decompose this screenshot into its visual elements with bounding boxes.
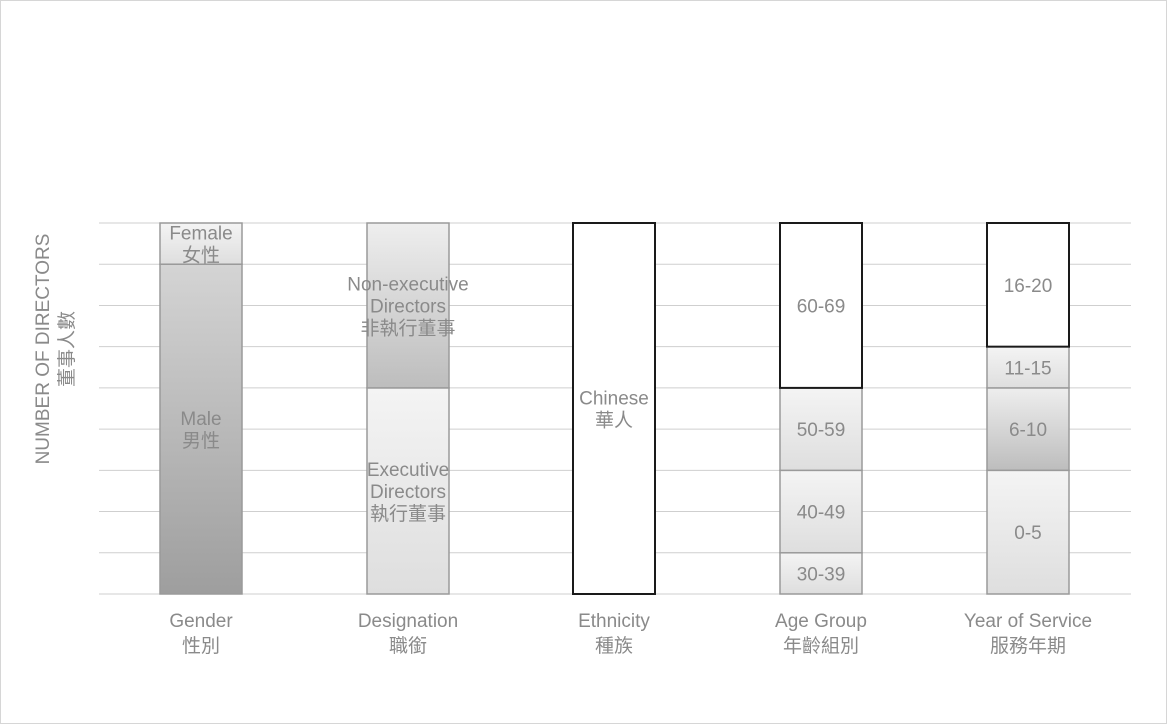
segment-label: Non-executive: [347, 274, 468, 295]
segment-label: 50-59: [797, 420, 846, 441]
bar-segment: [779, 469, 863, 554]
category-label-zh: 職銜: [389, 635, 427, 657]
bar-stack-year-of-service: 0-5 6-10 11-15 16-20: [986, 222, 1070, 595]
category-labels: Gender 性別 Designation 職銜 Ethnicity 種族 Age Grou…: [169, 611, 1092, 657]
segment-label: 6-10: [1009, 420, 1047, 441]
segment-label: Executive: [367, 460, 449, 481]
segment-label: 11-15: [1004, 358, 1051, 379]
segment-label: Male: [180, 409, 221, 430]
bar-segment: [986, 387, 1070, 472]
segment-label: Chinese: [579, 389, 649, 410]
segment-label: 40-49: [797, 503, 846, 524]
category-label-zh: 種族: [595, 635, 633, 657]
category-label: Gender: [169, 611, 233, 632]
bar-segment: [159, 222, 243, 265]
segment-label: 華人: [595, 410, 633, 432]
segment-label: 執行董事: [370, 503, 446, 525]
category-label-zh: 年齡組別: [783, 635, 859, 657]
bar-segment: [986, 345, 1070, 389]
segment-label: Directors: [370, 296, 446, 317]
segment-label: 男性: [182, 430, 220, 452]
category-label: Designation: [358, 611, 458, 632]
segment-label: 非執行董事: [360, 317, 455, 339]
bar-segment: [779, 222, 863, 389]
bar-stack-designation: ExecutiveDirectors執行董事Non-executiveDirec…: [347, 222, 469, 595]
segment-label: 60-69: [797, 296, 846, 317]
category-label: Year of Service: [964, 611, 1092, 632]
segment-label: 16-20: [1004, 276, 1053, 297]
bar-segment: [366, 222, 450, 389]
bar-segment: [986, 222, 1070, 348]
segment-label: 30-39: [797, 564, 846, 585]
segment-label: 0-5: [1014, 523, 1041, 544]
category-label-zh: 性別: [182, 635, 220, 657]
bar-segment: [986, 469, 1070, 595]
category-label-zh: 服務年期: [990, 635, 1066, 657]
segment-label: 女性: [182, 245, 220, 267]
y-axis-label: NUMBER OF DIRECTORS: [33, 234, 54, 465]
y-axis-title: NUMBER OF DIRECTORS 董事人數: [33, 234, 78, 465]
category-label: Ethnicity: [578, 611, 650, 632]
y-axis-label-zh: 董事人數: [56, 311, 78, 387]
bars: Male男性Female女性ExecutiveDirectors執行董事Non-…: [159, 222, 1070, 595]
segment-label: Directors: [370, 482, 446, 503]
bar-stack-age-group: 30-39 40-49 50-59 60-69: [779, 222, 863, 595]
category-label: Age Group: [775, 611, 867, 632]
bar-segment: [366, 387, 450, 595]
bar-segment: [779, 387, 863, 472]
bar-segment: [779, 552, 863, 595]
bar-segment: [572, 222, 656, 595]
segment-label: Female: [169, 224, 232, 245]
